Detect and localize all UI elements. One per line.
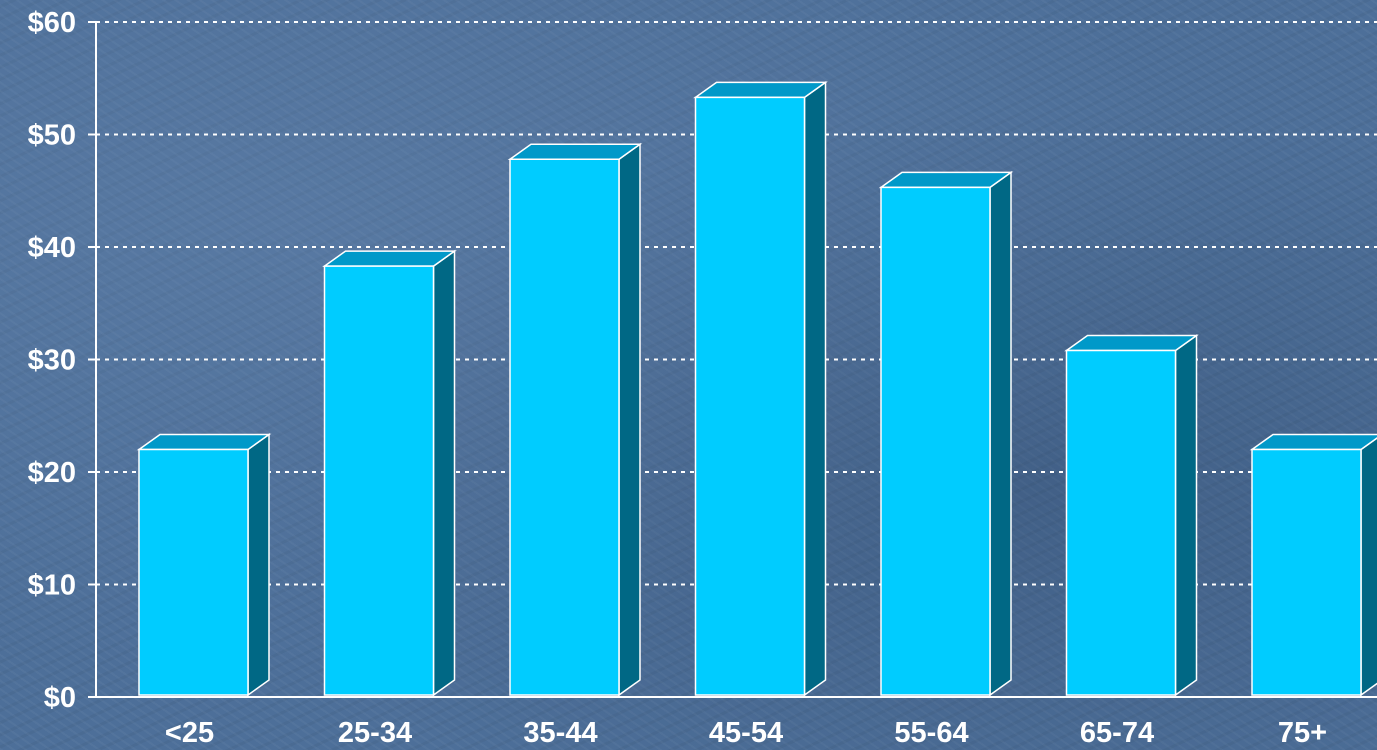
bar [1249,433,1377,697]
y-tick-label: $0 [44,682,76,714]
bar [1064,334,1199,697]
y-tick-label: $20 [28,457,76,489]
bar [136,433,272,697]
bar [693,80,828,697]
y-tick-labels: $0 $10 $20 $30 $40 $50 $60 [28,7,96,714]
bar-front [1065,349,1177,696]
bar-front [138,448,249,696]
y-tick-label: $40 [28,232,76,264]
x-tick-label: 55-64 [894,717,968,749]
bars [136,80,1377,697]
x-tick-label: 35-44 [523,717,597,749]
bar-top [1064,334,1199,352]
bar-side [247,433,270,697]
bar-side [618,142,641,697]
bar-side [803,80,827,697]
x-tick-label: 75+ [1278,717,1327,749]
bar-side [989,170,1012,697]
x-tick-label: 45-54 [709,717,783,749]
bar [507,142,643,697]
x-tick-label: 65-74 [1080,717,1154,749]
y-tick-label: $60 [28,7,76,39]
bar-front [694,96,806,696]
bar-side [1360,437,1377,697]
bar-top [693,81,828,99]
y-tick-label: $30 [28,345,76,377]
bar [878,170,1014,697]
y-tick-label: $50 [28,120,76,152]
bar-top [878,171,1014,189]
bar-side [1174,334,1198,697]
bar-top [507,143,643,160]
y-tick-label: $10 [28,570,76,602]
bar-side [432,249,456,697]
bar-top [1249,433,1377,451]
bar-top [322,250,457,267]
bar-front [880,186,991,696]
bar-top [136,433,272,451]
bar-front [509,158,620,696]
x-tick-label: <25 [165,717,214,749]
x-tick-labels: <25 25-34 35-44 45-54 55-64 65-74 75+ [165,717,1327,749]
bar-front [1251,448,1362,696]
x-tick-label: 25-34 [338,717,412,749]
bar [322,249,457,697]
bar-front [323,265,435,696]
